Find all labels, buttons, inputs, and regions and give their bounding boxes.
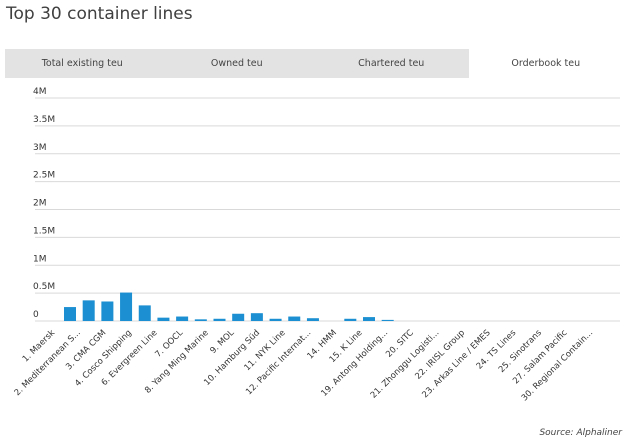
- bar[interactable]: [138, 305, 151, 321]
- bar[interactable]: [213, 318, 226, 321]
- bar[interactable]: [306, 318, 319, 321]
- bar[interactable]: [250, 313, 263, 321]
- y-tick-label: 1.5M: [33, 226, 55, 236]
- bar[interactable]: [381, 319, 394, 321]
- bar[interactable]: [176, 316, 189, 321]
- bar[interactable]: [82, 300, 95, 321]
- y-tick-label: 2M: [33, 199, 47, 209]
- bar[interactable]: [269, 318, 282, 321]
- bar[interactable]: [157, 317, 170, 321]
- bar[interactable]: [288, 316, 301, 321]
- y-tick-label: 3M: [33, 143, 47, 153]
- bar[interactable]: [194, 319, 207, 321]
- y-tick-label: 3.5M: [33, 115, 55, 125]
- y-tick-label: 0: [33, 310, 39, 320]
- tab-bar: Total existing teu Owned teu Chartered t…: [5, 49, 623, 78]
- bar[interactable]: [344, 318, 357, 321]
- bar[interactable]: [101, 301, 114, 321]
- bar[interactable]: [64, 307, 76, 321]
- tab-orderbook-teu[interactable]: Orderbook teu: [468, 49, 623, 78]
- bar[interactable]: [120, 292, 133, 321]
- y-tick-label: 4M: [33, 87, 47, 97]
- source-note: Source: Alphaliner: [539, 428, 622, 438]
- tab-chartered-teu[interactable]: Chartered teu: [358, 58, 425, 69]
- bar[interactable]: [232, 313, 245, 321]
- bar[interactable]: [363, 317, 376, 321]
- y-tick-label: 2.5M: [33, 171, 55, 181]
- tab-total-existing-teu[interactable]: Total existing teu: [41, 58, 123, 69]
- y-tick-label: 1M: [33, 254, 47, 264]
- page-title: Top 30 container lines: [6, 4, 193, 24]
- tab-owned-teu[interactable]: Owned teu: [210, 58, 263, 69]
- y-tick-label: 0.5M: [33, 282, 55, 292]
